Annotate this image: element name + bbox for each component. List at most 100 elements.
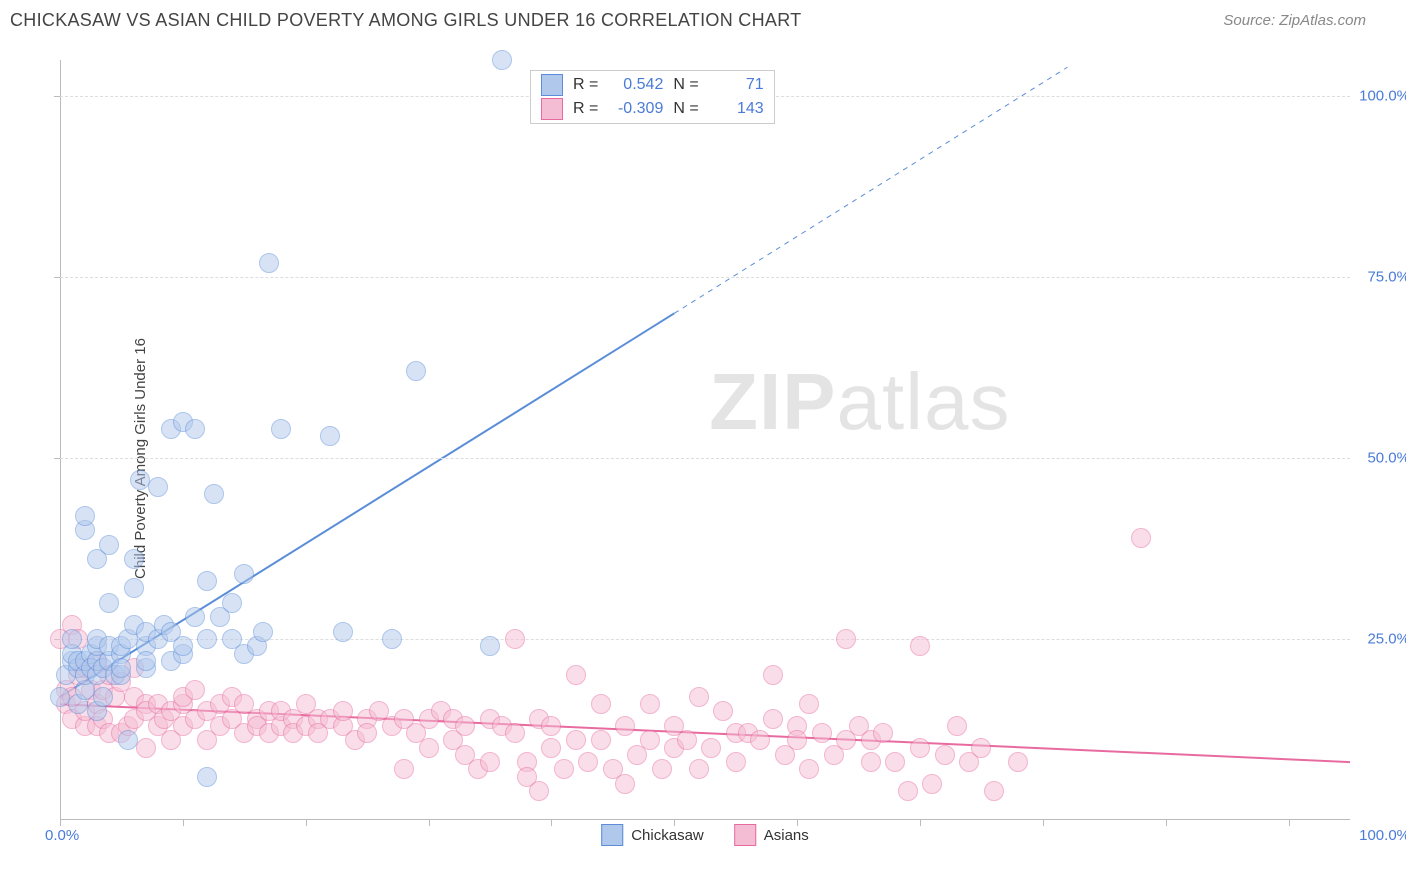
scatter-point — [99, 535, 119, 555]
scatter-point — [505, 629, 525, 649]
scatter-point — [615, 774, 635, 794]
scatter-point — [173, 636, 193, 656]
chickasaw-swatch — [541, 74, 563, 96]
scatter-point — [861, 752, 881, 772]
scatter-point — [99, 593, 119, 613]
scatter-point — [910, 636, 930, 656]
scatter-point — [234, 564, 254, 584]
correlation-stats-box: R = 0.542 N = 71 R = -0.309 N = 143 — [530, 70, 775, 124]
scatter-point — [148, 477, 168, 497]
scatter-point — [222, 593, 242, 613]
scatter-point — [357, 723, 377, 743]
r-label: R = — [573, 100, 598, 118]
scatter-point — [763, 709, 783, 729]
r-label: R = — [573, 76, 598, 94]
scatter-point — [333, 622, 353, 642]
scatter-point — [591, 694, 611, 714]
scatter-point — [591, 730, 611, 750]
scatter-point — [763, 665, 783, 685]
legend-item-chickasaw: Chickasaw — [601, 824, 704, 846]
scatter-point — [93, 687, 113, 707]
x-tick — [429, 820, 430, 826]
scatter-point — [197, 571, 217, 591]
x-tick — [674, 820, 675, 826]
scatter-point — [271, 419, 291, 439]
scatter-point — [1008, 752, 1028, 772]
scatter-point — [652, 759, 672, 779]
scatter-point — [124, 578, 144, 598]
scatter-point — [382, 629, 402, 649]
y-tick-label: 100.0% — [1359, 88, 1406, 105]
asians-swatch — [734, 824, 756, 846]
scatter-point — [812, 723, 832, 743]
scatter-point — [615, 716, 635, 736]
scatter-point — [480, 752, 500, 772]
scatter-point — [566, 665, 586, 685]
gridline — [60, 458, 1350, 459]
watermark-bold: ZIP — [709, 357, 836, 446]
scatter-point — [787, 730, 807, 750]
scatter-point — [406, 361, 426, 381]
scatter-point — [185, 607, 205, 627]
source-attribution: Source: ZipAtlas.com — [1223, 12, 1366, 30]
asians-swatch — [541, 98, 563, 120]
scatter-point — [320, 426, 340, 446]
scatter-point — [578, 752, 598, 772]
scatter-point — [75, 506, 95, 526]
chickasaw-swatch — [601, 824, 623, 846]
legend-item-asians: Asians — [734, 824, 809, 846]
scatter-point — [898, 781, 918, 801]
n-value-asians: 143 — [709, 100, 764, 118]
scatter-point — [480, 636, 500, 656]
x-tick — [1043, 820, 1044, 826]
scatter-point — [873, 723, 893, 743]
chart-container: Child Poverty Among Girls Under 16 ZIPat… — [50, 50, 1390, 860]
x-tick — [920, 820, 921, 826]
scatter-point — [111, 658, 131, 678]
legend-label-chickasaw: Chickasaw — [631, 827, 704, 844]
scatter-point — [701, 738, 721, 758]
scatter-point — [136, 738, 156, 758]
x-axis-max-label: 100.0% — [1359, 827, 1406, 844]
scatter-point — [118, 730, 138, 750]
r-value-chickasaw: 0.542 — [608, 76, 663, 94]
watermark-rest: atlas — [837, 357, 1011, 446]
scatter-point — [910, 738, 930, 758]
y-tick-label: 75.0% — [1367, 269, 1406, 286]
scatter-point — [935, 745, 955, 765]
scatter-point — [185, 419, 205, 439]
scatter-point — [185, 680, 205, 700]
n-value-chickasaw: 71 — [709, 76, 764, 94]
scatter-point — [492, 50, 512, 70]
legend: Chickasaw Asians — [601, 824, 809, 846]
legend-label-asians: Asians — [764, 827, 809, 844]
scatter-point — [677, 730, 697, 750]
scatter-point — [726, 752, 746, 772]
scatter-point — [204, 484, 224, 504]
x-tick — [60, 820, 61, 826]
scatter-point — [50, 687, 70, 707]
scatter-point — [130, 470, 150, 490]
stat-row-asians: R = -0.309 N = 143 — [531, 97, 774, 121]
scatter-plot: ZIPatlas R = 0.542 N = 71 R = -0.309 N =… — [60, 60, 1350, 820]
scatter-point — [554, 759, 574, 779]
scatter-point — [713, 701, 733, 721]
n-label: N = — [673, 76, 698, 94]
x-axis-min-label: 0.0% — [45, 827, 79, 844]
scatter-point — [689, 687, 709, 707]
scatter-point — [419, 738, 439, 758]
scatter-point — [394, 759, 414, 779]
x-axis — [60, 819, 1350, 820]
x-tick — [183, 820, 184, 826]
x-tick — [551, 820, 552, 826]
x-tick — [306, 820, 307, 826]
scatter-point — [984, 781, 1004, 801]
scatter-point — [947, 716, 967, 736]
scatter-point — [541, 716, 561, 736]
scatter-point — [253, 622, 273, 642]
scatter-point — [333, 701, 353, 721]
scatter-point — [197, 629, 217, 649]
scatter-point — [640, 694, 660, 714]
scatter-point — [799, 694, 819, 714]
y-tick — [54, 277, 60, 278]
